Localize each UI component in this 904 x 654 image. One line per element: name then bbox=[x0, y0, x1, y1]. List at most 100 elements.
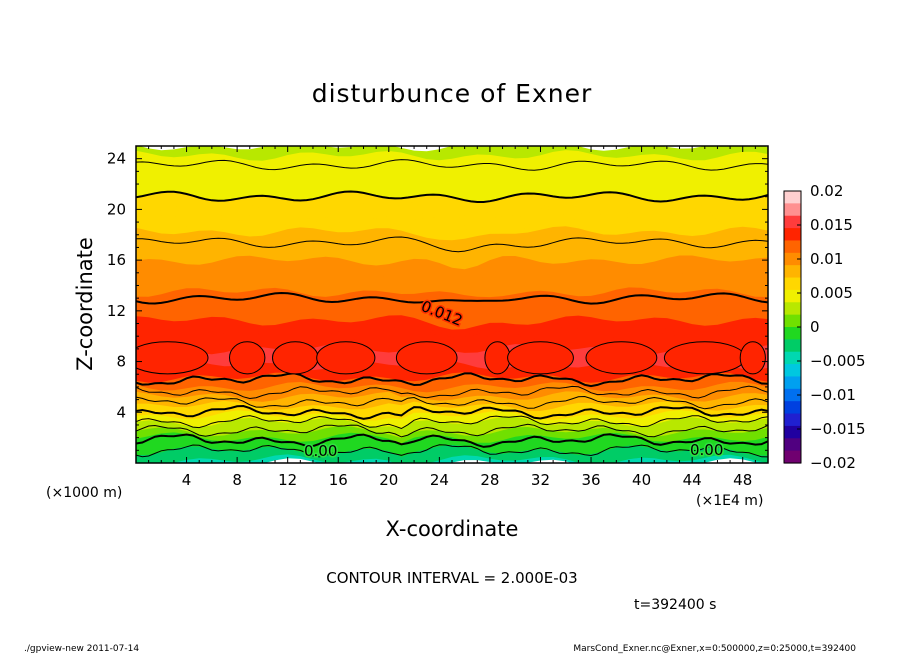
x-tick-label: 16 bbox=[329, 471, 348, 489]
color-band bbox=[136, 454, 768, 463]
color-band bbox=[136, 410, 768, 425]
contour-line bbox=[136, 404, 768, 420]
colorbar-swatch bbox=[784, 191, 801, 204]
color-band bbox=[136, 175, 768, 190]
color-band bbox=[136, 334, 768, 349]
colorbar-tick-label: 0.01 bbox=[810, 250, 843, 268]
color-band bbox=[136, 226, 768, 245]
color-band bbox=[136, 441, 768, 458]
x-unit-right: (×1E4 m) bbox=[696, 493, 763, 509]
colorbar-swatch bbox=[784, 314, 801, 328]
colorbar-swatch bbox=[784, 289, 801, 303]
color-band bbox=[136, 365, 768, 381]
plot-area bbox=[136, 146, 768, 463]
colorbar-swatch bbox=[784, 252, 801, 266]
color-band bbox=[136, 416, 768, 433]
contour-line bbox=[136, 372, 768, 388]
color-band bbox=[136, 381, 768, 396]
colorbar-swatch bbox=[784, 388, 801, 402]
contour-line bbox=[136, 395, 768, 410]
colorbar-swatch bbox=[784, 265, 801, 279]
color-band bbox=[136, 277, 768, 295]
color-band bbox=[136, 413, 768, 429]
colorbar-tick-label: 0.02 bbox=[810, 182, 843, 200]
max-cells bbox=[136, 341, 766, 375]
colorbar-tick-label: −0.01 bbox=[810, 386, 856, 404]
y-tick-label: 20 bbox=[107, 200, 126, 218]
color-band bbox=[136, 201, 768, 216]
colorbar-swatch bbox=[784, 277, 801, 291]
color-band bbox=[136, 400, 768, 416]
y-tick-label: 8 bbox=[116, 353, 126, 371]
colorbar-swatch bbox=[784, 450, 801, 464]
x-tick-label: 32 bbox=[531, 471, 550, 489]
max-cell bbox=[484, 341, 511, 375]
colorbar-swatch bbox=[784, 228, 801, 242]
colorbar-ticks: 0.02 0.015 0.01 0.005 0 −0.005 −0.01 −0.015 −0.0… bbox=[797, 182, 866, 472]
y-tick-label: 4 bbox=[116, 403, 126, 421]
color-band bbox=[136, 438, 768, 454]
color-band bbox=[136, 169, 768, 184]
max-cell bbox=[507, 341, 574, 375]
y-axis-ticks: 4 8 12 16 20 24 bbox=[107, 150, 768, 451]
colorbar-tick-label: 0.015 bbox=[810, 216, 853, 234]
y-tick-label: 16 bbox=[107, 251, 126, 269]
contour-lines bbox=[136, 159, 768, 458]
color-band bbox=[136, 261, 768, 282]
color-band bbox=[136, 172, 768, 187]
colorbar-swatch bbox=[784, 215, 801, 229]
color-band bbox=[136, 229, 768, 249]
color-band bbox=[136, 185, 768, 200]
x-axis-ticks: 4 8 12 16 20 24 28 32 36 40 44 48 bbox=[148, 146, 756, 489]
max-cell bbox=[585, 341, 658, 375]
color-band bbox=[136, 337, 768, 352]
colorbar-tick-label: 0.005 bbox=[810, 284, 853, 302]
contour-line bbox=[136, 444, 768, 458]
contour-line bbox=[136, 190, 768, 203]
color-band bbox=[136, 378, 768, 393]
color-band bbox=[136, 191, 768, 206]
color-band bbox=[136, 163, 768, 178]
color-band bbox=[136, 280, 768, 297]
max-cell bbox=[229, 341, 266, 375]
colorbar-swatch bbox=[784, 302, 801, 316]
x-tick-label: 40 bbox=[632, 471, 651, 489]
colorbar-swatch bbox=[784, 438, 801, 452]
time-stamp: t=392400 s bbox=[634, 597, 716, 613]
color-band bbox=[136, 372, 768, 387]
colorbar-swatch bbox=[784, 364, 801, 378]
contour-line bbox=[136, 423, 768, 438]
y-tick-label: 24 bbox=[107, 150, 126, 168]
contour-line bbox=[136, 433, 768, 448]
max-cell bbox=[316, 341, 376, 375]
color-band bbox=[136, 387, 768, 403]
colorbar-swatch bbox=[784, 351, 801, 365]
contour-line bbox=[136, 385, 768, 400]
x-tick-label: 48 bbox=[733, 471, 752, 489]
footer-right: MarsCond_Exner.nc@Exner,x=0:500000,z=0:2… bbox=[573, 644, 856, 654]
color-band bbox=[136, 146, 768, 158]
max-cell bbox=[739, 341, 766, 375]
color-band bbox=[136, 178, 768, 193]
colorbar-tick-label: −0.015 bbox=[810, 420, 866, 438]
contour-line bbox=[136, 291, 768, 305]
color-band bbox=[136, 444, 768, 462]
x-tick-label: 28 bbox=[480, 471, 499, 489]
x-unit-left: (×1000 m) bbox=[46, 485, 122, 501]
color-band bbox=[136, 283, 768, 298]
colorbar-tick-label: −0.005 bbox=[810, 352, 866, 370]
contour-line bbox=[136, 415, 768, 430]
color-band bbox=[136, 422, 768, 439]
color-band bbox=[136, 248, 768, 266]
color-band bbox=[136, 302, 768, 320]
color-band bbox=[136, 204, 768, 219]
colorbar bbox=[784, 191, 801, 464]
color-band bbox=[136, 312, 768, 331]
color-band bbox=[136, 255, 768, 275]
x-tick-label: 24 bbox=[430, 471, 449, 489]
contour-label-zero-left: 0.00 bbox=[304, 442, 337, 460]
color-band bbox=[136, 223, 768, 241]
max-cell bbox=[663, 341, 746, 375]
colorbar-tick-label: 0 bbox=[810, 318, 820, 336]
